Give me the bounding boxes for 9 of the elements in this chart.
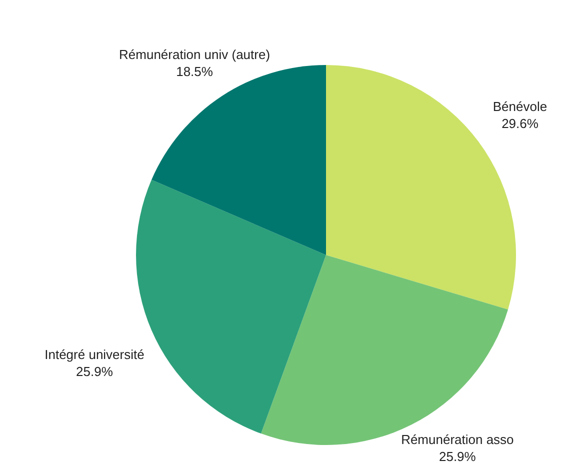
slice-label: Intégré université (44, 346, 144, 362)
slice-label: Bénévole (492, 98, 548, 114)
data-label: 25.9% (76, 364, 114, 379)
slice-label: Rémunération asso (401, 432, 514, 447)
data-label: 29.6% (502, 116, 539, 131)
pie-slice (152, 65, 326, 255)
data-label: 25.9% (438, 449, 476, 464)
data-label: 18.5% (176, 64, 214, 80)
slice-label: Rémunération univ (autre) (119, 47, 270, 62)
